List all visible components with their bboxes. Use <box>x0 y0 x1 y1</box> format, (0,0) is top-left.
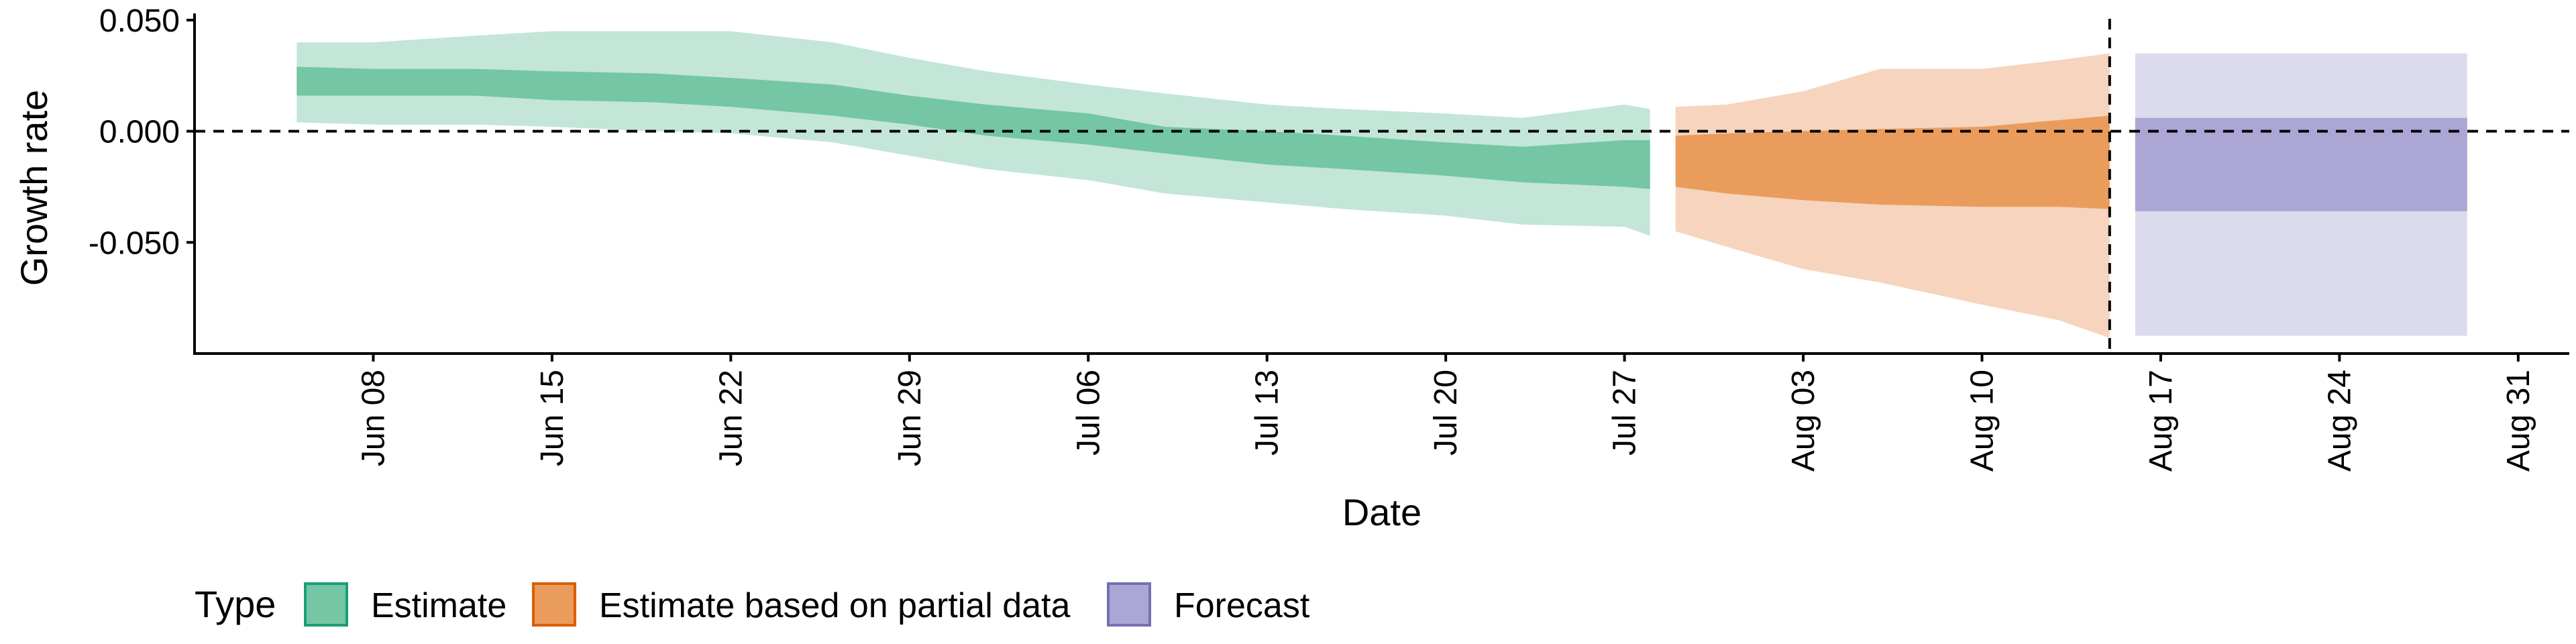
legend-label-estimate: Estimate <box>371 586 506 625</box>
axes: 0.050 0.000 -0.050 Jun 08 Jun 15 Jun 22 Jun 29… <box>89 3 2569 472</box>
forecast-inner-band <box>2135 117 2467 211</box>
legend-key-estimate-based-on-partial-data <box>532 582 576 627</box>
legend: Type Estimate Estimate based on partial d… <box>195 582 1310 627</box>
x-tick-label: Jul 06 <box>1071 370 1106 455</box>
x-tick-label: Jun 08 <box>356 370 391 466</box>
estimate-based-on-partial-data-inner-band <box>1675 115 2110 209</box>
x-tick-label: Jul 20 <box>1428 370 1464 455</box>
x-tick-label: Aug 17 <box>2143 370 2179 472</box>
x-tick-label: Aug 03 <box>1786 370 1821 472</box>
legend-key-estimate <box>304 582 348 627</box>
x-axis-title: Date <box>1342 491 1421 533</box>
estimate-inner-band <box>297 66 1650 189</box>
x-tick-label: Jul 27 <box>1607 370 1643 455</box>
legend-label-forecast: Forecast <box>1174 586 1310 625</box>
y-tick-label: -0.050 <box>89 225 180 261</box>
x-tick-label: Aug 10 <box>1965 370 2000 472</box>
legend-label-estimate-based-on-partial-data: Estimate based on partial data <box>599 586 1071 625</box>
x-tick-label: Jun 15 <box>535 370 570 466</box>
y-tick-label: 0.000 <box>99 115 180 150</box>
x-tick-label: Jun 22 <box>713 370 749 466</box>
reference-lines <box>195 19 2569 354</box>
x-tick-label: Jul 13 <box>1250 370 1285 455</box>
x-tick-label: Aug 24 <box>2322 370 2357 472</box>
axis-labels: Date Growth rate <box>13 90 1421 533</box>
legend-key-forecast <box>1107 582 1151 627</box>
legend-title: Type <box>195 583 276 625</box>
y-axis-title: Growth rate <box>13 90 55 286</box>
x-tick-label: Jun 29 <box>892 370 928 466</box>
x-tick-label: Aug 31 <box>2501 370 2536 472</box>
y-tick-label: 0.050 <box>99 3 180 39</box>
band-layer <box>297 31 2467 338</box>
